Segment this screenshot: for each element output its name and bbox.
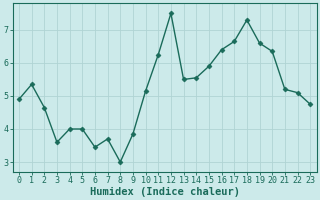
X-axis label: Humidex (Indice chaleur): Humidex (Indice chaleur) xyxy=(90,186,240,197)
